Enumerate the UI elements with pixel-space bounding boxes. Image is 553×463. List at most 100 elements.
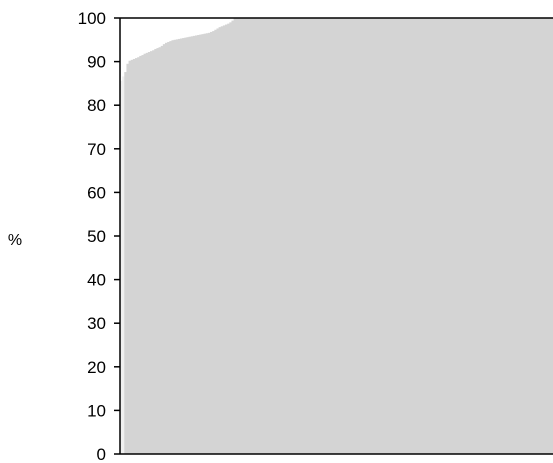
bar — [387, 18, 391, 454]
y-tick-label: 50 — [87, 227, 106, 246]
y-tick-label: 70 — [87, 140, 106, 159]
y-tick-label: 80 — [87, 96, 106, 115]
bar — [458, 18, 462, 454]
bar — [147, 52, 151, 454]
bar — [477, 18, 481, 454]
bar — [488, 18, 492, 454]
bar — [227, 23, 230, 454]
bar — [265, 18, 269, 454]
bar — [353, 18, 357, 454]
bar — [319, 18, 323, 454]
bar — [203, 33, 207, 454]
bar — [520, 18, 524, 454]
bar — [430, 18, 434, 454]
bar — [244, 18, 248, 454]
bar — [201, 34, 205, 454]
bar — [435, 18, 438, 454]
bar — [242, 18, 245, 454]
bar — [501, 18, 505, 454]
bar — [182, 38, 185, 455]
bar — [297, 18, 301, 454]
bar — [443, 18, 447, 454]
bar — [287, 18, 290, 454]
bar — [368, 18, 372, 454]
bar — [372, 18, 376, 454]
bar — [197, 35, 200, 454]
bar — [405, 18, 408, 454]
bar — [495, 18, 498, 454]
bar — [291, 18, 295, 454]
y-tick-label: 100 — [78, 9, 106, 28]
y-tick-label: 40 — [87, 271, 106, 290]
y-ticks-group: 0 10 20 30 40 50 60 70 80 90 100 — [78, 9, 120, 463]
bar — [122, 76, 125, 455]
bar — [375, 18, 378, 454]
bar — [364, 18, 368, 454]
bar — [233, 18, 237, 454]
bar — [484, 18, 488, 454]
bar — [535, 18, 539, 454]
bar — [162, 44, 166, 454]
bar — [126, 63, 130, 454]
bar — [471, 18, 475, 454]
bar — [351, 18, 355, 454]
bar — [349, 18, 353, 454]
bar — [207, 32, 211, 454]
bar — [544, 18, 548, 454]
bar — [507, 18, 511, 454]
bar — [257, 18, 260, 454]
bar — [424, 18, 428, 454]
bar — [497, 18, 501, 454]
bar — [345, 18, 348, 454]
bar — [246, 18, 250, 454]
bar — [548, 18, 552, 454]
bar — [475, 18, 479, 454]
bar — [415, 18, 419, 454]
y-tick-label: 60 — [87, 183, 106, 202]
bar — [452, 18, 455, 454]
bar — [467, 18, 470, 454]
bar — [402, 18, 406, 454]
bar — [306, 18, 310, 454]
bar — [411, 18, 415, 454]
bar — [295, 18, 299, 454]
bar — [398, 18, 402, 454]
bar — [325, 18, 329, 454]
bars-group — [120, 18, 553, 455]
bar — [152, 50, 155, 454]
bar — [392, 18, 395, 454]
y-tick-label: 0 — [97, 445, 106, 463]
bar — [270, 18, 273, 454]
bar — [293, 18, 297, 454]
bar — [456, 18, 460, 454]
bar — [527, 18, 531, 454]
bar — [505, 18, 509, 454]
bar — [216, 28, 220, 455]
bar — [186, 37, 190, 455]
bar — [195, 35, 198, 454]
bar — [503, 18, 507, 454]
bar — [469, 18, 473, 454]
bar — [465, 18, 468, 454]
bar — [130, 59, 134, 455]
bar — [192, 35, 196, 454]
bar — [184, 37, 188, 455]
bar — [304, 18, 308, 454]
bar — [510, 18, 513, 454]
bar — [205, 33, 209, 454]
y-tick-label: 20 — [87, 358, 106, 377]
bar — [300, 18, 303, 454]
bar — [317, 18, 320, 454]
bar — [428, 18, 432, 454]
bar — [231, 20, 235, 455]
bar — [274, 18, 278, 454]
bar — [156, 48, 160, 454]
bar — [473, 18, 477, 454]
bar — [240, 18, 243, 454]
bar — [167, 41, 170, 454]
bar — [272, 18, 275, 454]
bar — [357, 18, 361, 454]
bar — [327, 18, 331, 454]
bar — [218, 27, 222, 454]
bar — [379, 18, 383, 454]
